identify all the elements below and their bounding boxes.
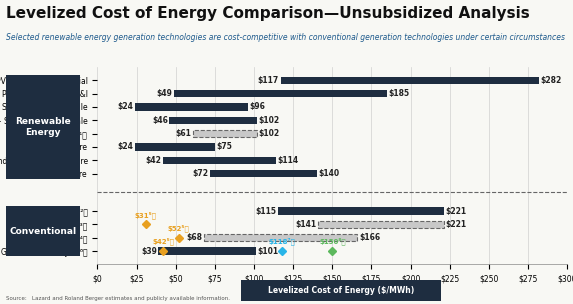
Text: $102: $102 (259, 116, 280, 125)
FancyBboxPatch shape (174, 90, 387, 97)
Text: $96: $96 (249, 102, 265, 112)
Text: $39: $39 (141, 247, 157, 256)
Text: $24: $24 (117, 102, 134, 112)
Text: $42: $42 (146, 156, 162, 165)
Text: $42⁵⧟: $42⁵⧟ (152, 238, 174, 245)
Text: $52⁵⧟: $52⁵⧟ (168, 224, 190, 232)
FancyBboxPatch shape (210, 170, 317, 177)
Text: $221: $221 (445, 207, 466, 216)
FancyBboxPatch shape (170, 117, 257, 124)
Text: $102: $102 (259, 129, 280, 138)
Text: Selected renewable energy generation technologies are cost-competitive with conv: Selected renewable energy generation tec… (6, 33, 565, 43)
FancyBboxPatch shape (163, 157, 276, 164)
Text: $140: $140 (318, 169, 339, 178)
Text: $101: $101 (257, 247, 278, 256)
FancyBboxPatch shape (135, 103, 248, 111)
Text: Source:   Lazard and Roland Berger estimates and publicly available information.: Source: Lazard and Roland Berger estimat… (6, 296, 230, 301)
Text: $141: $141 (296, 220, 317, 229)
FancyBboxPatch shape (281, 77, 539, 84)
FancyBboxPatch shape (318, 221, 444, 228)
Text: $72: $72 (193, 169, 209, 178)
Text: $118⁷⧟: $118⁷⧟ (269, 238, 296, 245)
Text: $75: $75 (217, 143, 232, 151)
Text: Renewable Energy: Renewable Energy (15, 117, 71, 137)
Text: $166: $166 (359, 233, 380, 242)
FancyBboxPatch shape (135, 143, 215, 151)
Text: $114: $114 (277, 156, 299, 165)
Text: $185: $185 (388, 89, 410, 98)
Text: $117: $117 (258, 76, 279, 85)
Text: $221: $221 (445, 220, 466, 229)
Text: Conventional: Conventional (9, 226, 77, 236)
FancyBboxPatch shape (204, 234, 358, 241)
Text: $46: $46 (152, 116, 168, 125)
FancyBboxPatch shape (277, 207, 444, 215)
Text: $150⁸⧟: $150⁸⧟ (319, 238, 346, 245)
Text: Levelized Cost of Energy Comparison—Unsubsidized Analysis: Levelized Cost of Energy Comparison—Unsu… (6, 6, 529, 21)
Text: $31⁵⧟: $31⁵⧟ (135, 211, 157, 219)
Text: $61: $61 (175, 129, 191, 138)
Text: $115: $115 (255, 207, 276, 216)
Text: $282: $282 (541, 76, 562, 85)
Text: $68: $68 (186, 233, 202, 242)
Text: Levelized Cost of Energy ($/MWh): Levelized Cost of Energy ($/MWh) (268, 286, 414, 295)
FancyBboxPatch shape (193, 130, 257, 137)
Text: $24: $24 (117, 143, 134, 151)
FancyBboxPatch shape (159, 247, 256, 255)
Text: $49: $49 (156, 89, 172, 98)
